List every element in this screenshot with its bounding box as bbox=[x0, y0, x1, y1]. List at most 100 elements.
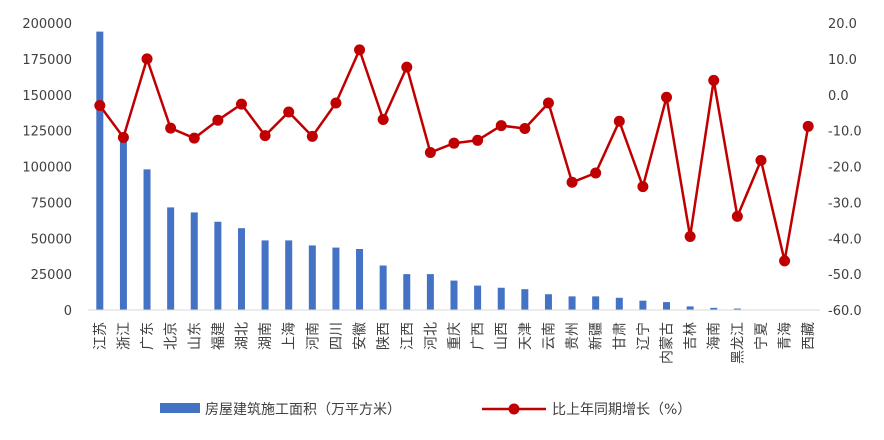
bar-9 bbox=[285, 240, 293, 310]
line-point-21 bbox=[566, 176, 578, 188]
bar-3 bbox=[143, 169, 151, 310]
right-tick-label: -10.0 bbox=[828, 125, 862, 140]
category-label: 河南 bbox=[305, 322, 321, 350]
legend-bar-label: 房屋建筑施工面积（万平方米） bbox=[205, 402, 401, 418]
line-point-31 bbox=[802, 120, 814, 132]
bar-24 bbox=[639, 300, 647, 310]
bar-5 bbox=[190, 212, 198, 310]
right-tick-label: -30.0 bbox=[828, 196, 862, 211]
line-point-12 bbox=[354, 44, 366, 56]
bar-21 bbox=[568, 296, 576, 310]
bar-18 bbox=[497, 287, 505, 310]
legend: 房屋建筑施工面积（万平方米） 比上年同期增长（%） bbox=[160, 402, 691, 418]
bar-10 bbox=[308, 245, 316, 310]
category-label: 安徽 bbox=[353, 322, 369, 350]
bar-16 bbox=[450, 280, 458, 310]
growth-line bbox=[98, 48, 810, 263]
line-point-6 bbox=[212, 114, 224, 126]
right-tick-label: -20.0 bbox=[828, 161, 862, 176]
bar-7 bbox=[237, 228, 245, 310]
legend-line-label: 比上年同期增长（%） bbox=[552, 402, 691, 418]
right-tick-label: -50.0 bbox=[828, 268, 862, 283]
left-tick-label: 200000 bbox=[22, 17, 72, 32]
category-label: 重庆 bbox=[447, 322, 463, 350]
line-point-24 bbox=[637, 181, 649, 193]
category-label: 湖南 bbox=[258, 322, 274, 350]
bar-19 bbox=[521, 289, 529, 310]
bar-28 bbox=[733, 308, 741, 310]
bar-14 bbox=[403, 274, 411, 310]
left-tick-label: 150000 bbox=[22, 89, 72, 104]
bar-2 bbox=[119, 136, 127, 310]
category-label: 浙江 bbox=[116, 322, 132, 350]
category-label: 江西 bbox=[400, 322, 416, 350]
bar-1 bbox=[96, 31, 104, 311]
bar-4 bbox=[167, 207, 175, 310]
category-label: 江苏 bbox=[93, 322, 109, 350]
bar-15 bbox=[426, 274, 434, 310]
category-label: 山东 bbox=[187, 322, 203, 350]
right-tick-label: 0.0 bbox=[828, 89, 849, 104]
line-point-26 bbox=[684, 230, 696, 242]
line-point-9 bbox=[283, 106, 295, 118]
bar-11 bbox=[332, 247, 340, 310]
category-label: 黑龙江 bbox=[730, 322, 746, 364]
bar-25 bbox=[663, 302, 671, 310]
category-label: 河北 bbox=[423, 322, 439, 350]
bar-20 bbox=[544, 294, 552, 310]
left-tick-label: 25000 bbox=[31, 268, 72, 283]
bar-12 bbox=[356, 249, 364, 310]
line-point-18 bbox=[495, 120, 507, 132]
category-label: 青海 bbox=[778, 322, 794, 350]
category-label: 陕西 bbox=[376, 322, 392, 350]
line-point-2 bbox=[117, 131, 129, 143]
category-label: 宁夏 bbox=[753, 322, 770, 350]
category-label: 山西 bbox=[494, 322, 510, 350]
line-series bbox=[94, 44, 814, 267]
line-point-5 bbox=[188, 132, 200, 144]
category-labels: 江苏 浙江 广东 北京 山东 福建 湖北 湖南 上海 河南 四川 安徽 陕西 江西 河北 重庆 广西 山西 天津 云南… bbox=[93, 322, 817, 364]
bar-17 bbox=[474, 285, 482, 310]
line-point-16 bbox=[448, 137, 460, 149]
category-label: 四川 bbox=[329, 322, 345, 350]
line-point-15 bbox=[424, 147, 436, 159]
bar-8 bbox=[261, 240, 269, 310]
line-point-17 bbox=[472, 134, 484, 146]
left-tick-label: 50000 bbox=[31, 232, 72, 247]
category-label: 广东 bbox=[140, 322, 156, 350]
category-label: 云南 bbox=[541, 322, 557, 350]
category-label: 西藏 bbox=[801, 322, 817, 350]
category-label: 内蒙古 bbox=[660, 322, 676, 364]
line-point-1 bbox=[94, 100, 106, 112]
line-point-10 bbox=[306, 130, 318, 142]
right-tick-label: 10.0 bbox=[828, 53, 857, 68]
line-point-29 bbox=[755, 154, 767, 166]
right-axis-ticks: -60.0 -50.0 -40.0 -30.0 -20.0 -10.0 0.0 10.0 20.… bbox=[828, 17, 862, 319]
bar-6 bbox=[214, 221, 222, 310]
category-label: 海南 bbox=[707, 322, 723, 350]
left-tick-label: 0 bbox=[64, 304, 72, 319]
right-tick-label: -40.0 bbox=[828, 232, 862, 247]
line-point-22 bbox=[590, 167, 602, 179]
category-label: 贵州 bbox=[565, 322, 581, 350]
left-axis-ticks: 0 25000 50000 75000 100000 125000 150000 175000… bbox=[22, 17, 72, 319]
line-point-27 bbox=[708, 74, 720, 86]
right-tick-label: -60.0 bbox=[828, 304, 862, 319]
left-tick-label: 75000 bbox=[31, 196, 72, 211]
legend-bar-swatch bbox=[160, 403, 200, 413]
category-label: 吉林 bbox=[683, 322, 699, 350]
category-label: 新疆 bbox=[589, 322, 605, 350]
line-point-13 bbox=[377, 114, 389, 126]
left-tick-label: 100000 bbox=[22, 161, 72, 176]
bar-26 bbox=[686, 306, 694, 310]
line-point-20 bbox=[542, 97, 554, 109]
line-point-14 bbox=[401, 61, 413, 73]
category-label: 福建 bbox=[211, 322, 227, 350]
line-point-4 bbox=[165, 122, 177, 134]
bar-27 bbox=[710, 307, 718, 310]
category-label: 辽宁 bbox=[635, 322, 652, 350]
line-point-11 bbox=[330, 97, 342, 109]
right-tick-label: 20.0 bbox=[828, 17, 857, 32]
